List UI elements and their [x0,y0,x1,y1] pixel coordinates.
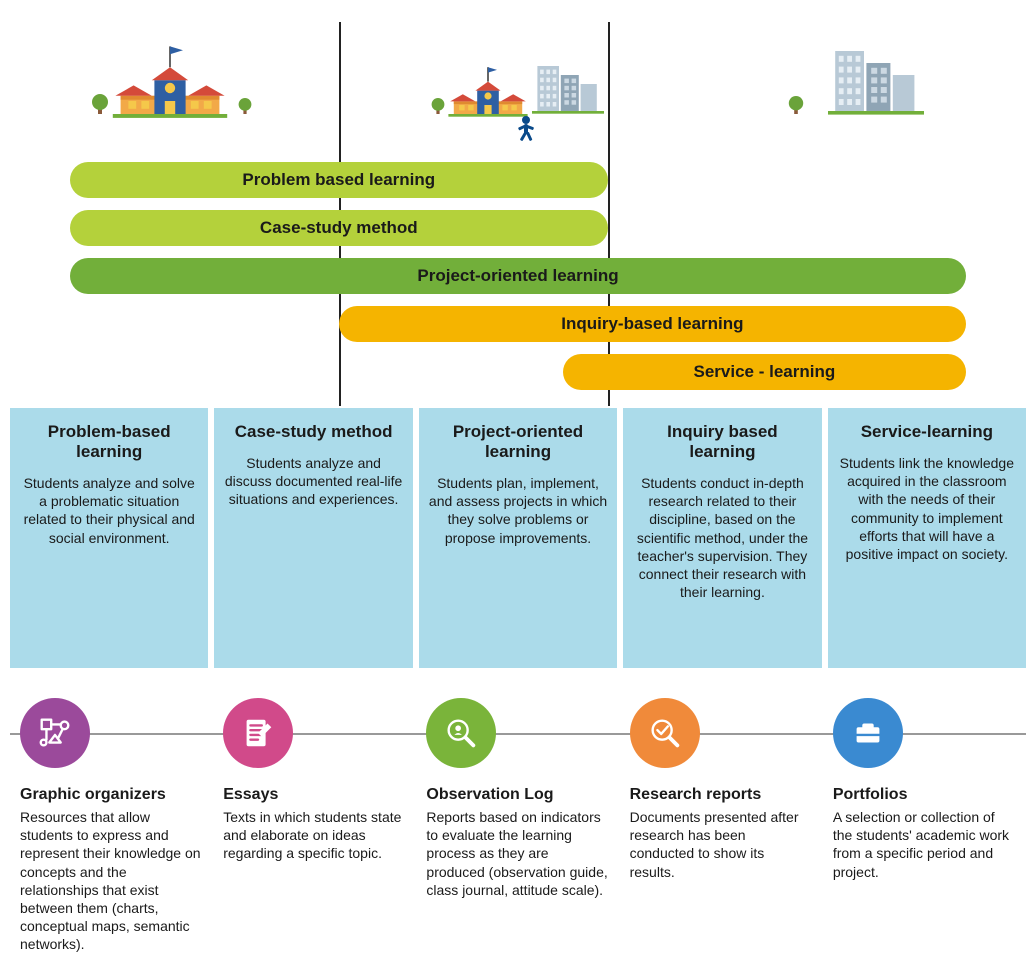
method-card-body: Students plan, implement, and assess pro… [429,474,607,547]
method-card-body: Students conduct in-depth research relat… [633,474,811,601]
method-card-title: Inquiry based learning [633,422,811,462]
method-card-body: Students analyze and discuss documented … [224,454,402,509]
timeline-divider [608,22,610,406]
scenes-row [10,0,1026,150]
method-bar: Project-oriented learning [70,258,966,294]
method-bar: Problem based learning [70,162,608,198]
method-card: Project-oriented learning Students plan,… [419,408,617,668]
tool-item: Research reports Documents presented aft… [630,698,813,954]
portfolio-icon [833,698,903,768]
method-card: Case-study method Students analyze and d… [214,408,412,668]
essay-icon [223,698,293,768]
method-descriptions: Problem-based learning Students analyze … [10,408,1026,668]
method-card: Service-learning Students link the knowl… [828,408,1026,668]
organizer-icon [20,698,90,768]
method-card-title: Service-learning [838,422,1016,442]
assessment-tools: Graphic organizers Resources that allow … [10,698,1026,954]
tool-title: Research reports [630,786,813,804]
methods-timeline: Problem based learning Case-study method P… [10,162,1026,400]
tool-item: Observation Log Reports based on indicat… [426,698,609,954]
research-icon [630,698,700,768]
method-card-body: Students analyze and solve a problematic… [20,474,198,547]
tool-title: Graphic organizers [20,786,203,804]
scene-school-to-city [418,10,618,150]
method-card-title: Problem-based learning [20,422,198,462]
tool-body: Documents presented after research has b… [630,808,813,881]
tool-body: Reports based on indicators to evaluate … [426,808,609,899]
method-card-title: Case-study method [224,422,402,442]
tool-body: Texts in which students state and elabor… [223,808,406,863]
tool-title: Essays [223,786,406,804]
method-bar: Inquiry-based learning [339,306,966,342]
infographic: Problem based learning Case-study method P… [0,0,1036,954]
observe-icon [426,698,496,768]
scene-school [70,10,270,150]
method-card-title: Project-oriented learning [429,422,607,462]
tool-body: A selection or collection of the student… [833,808,1016,881]
tool-item: Essays Texts in which students state and… [223,698,406,954]
method-card: Inquiry based learning Students conduct … [623,408,821,668]
tool-title: Portfolios [833,786,1016,804]
method-card-body: Students link the knowledge acquired in … [838,454,1016,563]
method-card: Problem-based learning Students analyze … [10,408,208,668]
tool-body: Resources that allow students to express… [20,808,203,954]
method-bar: Service - learning [563,354,966,390]
tool-item: Graphic organizers Resources that allow … [20,698,203,954]
scene-city [766,10,966,150]
tool-item: Portfolios A selection or collection of … [833,698,1016,954]
method-bar: Case-study method [70,210,608,246]
tool-title: Observation Log [426,786,609,804]
